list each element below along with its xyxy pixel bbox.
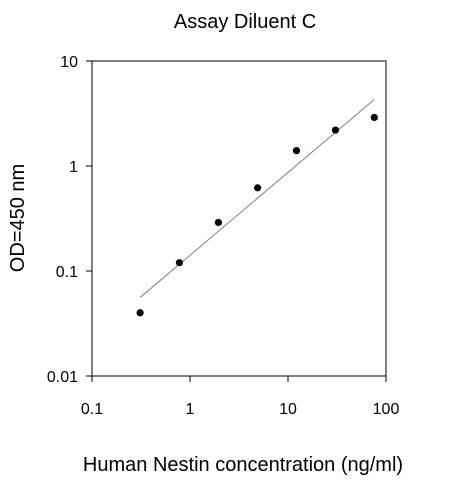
plot-area xyxy=(91,60,387,377)
x-tick-label: 1 xyxy=(186,401,195,418)
y-tick-label: 10 xyxy=(60,54,78,71)
data-point xyxy=(136,309,144,317)
trendline xyxy=(139,99,375,298)
y-tick-label: 1 xyxy=(69,159,78,176)
data-series xyxy=(136,113,378,317)
y-tick-label: 0.01 xyxy=(47,369,78,386)
x-tick-label: 10 xyxy=(279,401,297,418)
y-axis: 0.01 0.1 1 10 xyxy=(47,54,92,386)
x-axis-label: Human Nestin concentration (ng/ml) xyxy=(83,454,403,476)
data-point xyxy=(175,259,184,267)
data-point xyxy=(214,218,223,227)
x-tick-label: 100 xyxy=(373,401,400,418)
y-tick-label: 0.1 xyxy=(56,264,78,281)
data-point xyxy=(254,184,262,192)
chart-title: Assay Diluent C xyxy=(174,11,316,33)
y-axis-label: OD=450 nm xyxy=(7,164,29,272)
data-point xyxy=(331,126,340,134)
x-axis: 0.1 1 10 100 xyxy=(81,376,400,418)
data-point xyxy=(292,147,301,155)
x-tick-label: 0.1 xyxy=(81,401,103,418)
data-point xyxy=(370,113,378,122)
